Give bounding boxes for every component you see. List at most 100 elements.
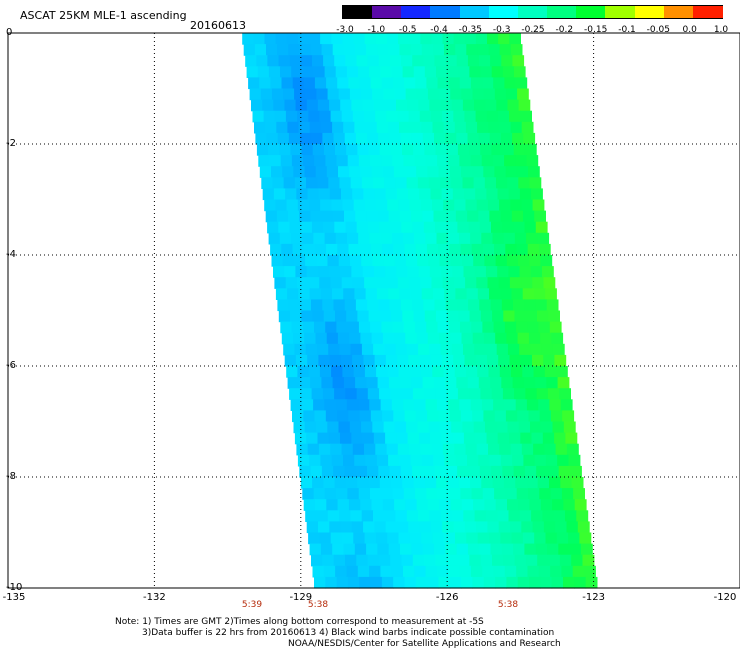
- swath-cell: [321, 210, 334, 223]
- swath-cell: [375, 443, 388, 456]
- swath-cell: [264, 33, 277, 45]
- swath-cell: [483, 88, 496, 101]
- swath-cell: [516, 321, 528, 334]
- swath-cell: [456, 543, 469, 556]
- swath-cell: [292, 410, 304, 423]
- swath-cell: [541, 421, 554, 434]
- swath-cell: [477, 532, 490, 545]
- swath-cell: [389, 132, 402, 145]
- swath-cell: [314, 410, 327, 423]
- swath-cell: [362, 266, 375, 278]
- swath-cell: [321, 465, 334, 478]
- swath-cell: [479, 543, 492, 556]
- swath-cell: [265, 210, 278, 223]
- swath-cell: [375, 277, 388, 289]
- color-scale-label: -0.3: [492, 25, 511, 35]
- swath-cell: [532, 277, 545, 289]
- swath-cell: [354, 454, 367, 467]
- swath-cell: [430, 521, 443, 534]
- swath-cell: [432, 199, 444, 212]
- swath-cell: [295, 266, 308, 278]
- swath-cell: [411, 543, 424, 556]
- swath-cell: [410, 44, 423, 56]
- swath-cell: [420, 277, 432, 289]
- swath-cell: [480, 66, 493, 78]
- swath-cell: [389, 55, 402, 67]
- swath-cell: [364, 532, 377, 545]
- swath-cell: [450, 255, 463, 267]
- swath-cell: [373, 432, 386, 445]
- swath-cell: [372, 421, 385, 434]
- swath-cell: [437, 77, 450, 90]
- swath-cell: [541, 343, 554, 356]
- color-scale-label: -0.35: [458, 25, 482, 35]
- swath-cell: [512, 132, 524, 145]
- swath-cell: [554, 354, 567, 367]
- swath-cell: [475, 188, 487, 201]
- swath-cell: [534, 210, 546, 223]
- swath-cell: [386, 277, 399, 289]
- swath-cell: [428, 255, 441, 267]
- swath-cell: [337, 243, 350, 256]
- swath-cell: [432, 532, 445, 545]
- swath-cell: [417, 177, 430, 189]
- swath-cell: [433, 377, 446, 389]
- swath-cell: [287, 288, 299, 300]
- swath-cell: [433, 454, 446, 467]
- swath-cell: [343, 121, 355, 134]
- swath-cell: [538, 321, 551, 334]
- swath-cell: [409, 532, 422, 545]
- swath-cell: [560, 477, 573, 489]
- swath-cell: [552, 421, 565, 434]
- swath-cell: [335, 144, 347, 156]
- swath-cell: [361, 88, 373, 101]
- swath-cell: [317, 177, 329, 189]
- swath-cell: [460, 166, 473, 178]
- swath-cell: [547, 465, 560, 478]
- swath-cell: [378, 132, 390, 145]
- swath-cell: [478, 132, 491, 145]
- swath-cell: [364, 110, 376, 123]
- swath-cell: [454, 366, 467, 378]
- swath-cell: [408, 110, 421, 123]
- swath-cell: [432, 288, 445, 300]
- swath-cell: [502, 388, 515, 400]
- swath-cell: [362, 99, 375, 112]
- swath-cell: [273, 99, 285, 112]
- swath-cell: [374, 188, 387, 201]
- swath-cell: [309, 121, 322, 134]
- swath-cell: [378, 465, 391, 478]
- swath-cell: [504, 565, 517, 578]
- swath-cell: [469, 66, 482, 78]
- swath-cell: [507, 499, 519, 511]
- swath-cell: [316, 343, 329, 356]
- swath-cell: [493, 321, 506, 334]
- swath-cell: [543, 354, 555, 367]
- swath-cell: [372, 255, 385, 267]
- swath-cell: [396, 188, 409, 201]
- swath-cell: [387, 199, 399, 212]
- swath-cell: [477, 366, 490, 378]
- swath-cell: [353, 33, 366, 45]
- swath-cell: [458, 554, 470, 567]
- swath-cell: [454, 121, 467, 134]
- swath-cell: [397, 521, 409, 534]
- swath-cell: [505, 488, 518, 500]
- plot-frame: [7, 32, 740, 589]
- swath-cell: [474, 510, 487, 522]
- swath-cell: [465, 443, 478, 456]
- swath-cell: [273, 266, 285, 278]
- swath-cell: [460, 488, 473, 500]
- x-axis-tick-label: -129: [289, 592, 313, 603]
- swath-cell: [539, 410, 552, 423]
- swath-cell: [466, 44, 478, 56]
- swath-cell: [430, 354, 443, 367]
- swath-cell: [436, 232, 449, 245]
- color-scale-segment: [692, 6, 724, 18]
- swath-cell: [294, 432, 307, 445]
- swath-cell: [301, 310, 314, 323]
- swath-cell: [345, 554, 357, 567]
- swath-cell: [344, 132, 357, 145]
- swath-cell: [429, 266, 442, 278]
- swath-cell: [439, 421, 452, 434]
